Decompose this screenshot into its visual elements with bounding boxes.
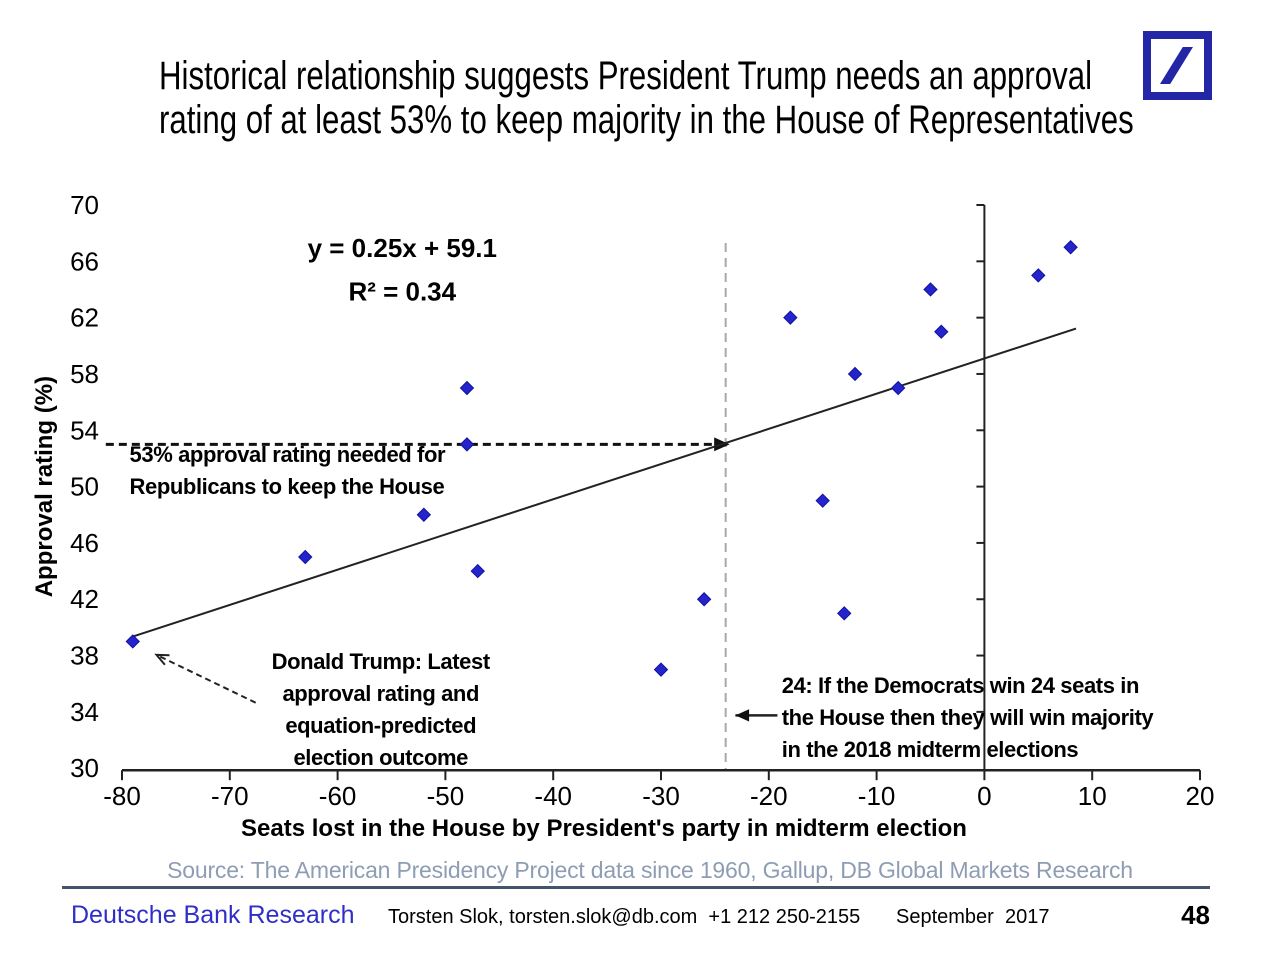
- brand-name: Deutsche Bank Research: [71, 901, 355, 929]
- data-point: [815, 493, 830, 508]
- x-tick-label: -30: [642, 781, 680, 811]
- dems-note-line: in the 2018 midterm elections: [782, 737, 1079, 762]
- x-axis-title: Seats lost in the House by President's p…: [241, 815, 967, 842]
- data-point: [837, 606, 852, 621]
- data-point: [1031, 268, 1046, 283]
- x-tick-label: 10: [1078, 781, 1107, 811]
- trump-arrow-head: [154, 653, 170, 666]
- y-tick-label: 70: [70, 190, 99, 220]
- y-tick-label: 46: [70, 528, 99, 558]
- author-contact: Torsten Slok, torsten.slok@db.com +1 212…: [388, 906, 861, 928]
- equation-line: y = 0.25x + 59.1: [308, 233, 497, 263]
- data-point: [459, 380, 475, 396]
- trump-note-line: approval rating and: [282, 681, 479, 706]
- x-tick-label: -20: [750, 781, 788, 811]
- data-point: [934, 324, 949, 339]
- source-note: Source: The American Presidency Project …: [167, 857, 1133, 883]
- dems-note-line: 24: If the Democrats win 24 seats in: [782, 673, 1139, 698]
- data-point: [125, 634, 140, 649]
- y-tick-label: 62: [70, 303, 99, 333]
- footer-divider: [62, 886, 1210, 889]
- slide-title-line1: Historical relationship suggests Preside…: [159, 54, 1093, 98]
- y-tick-label: 58: [70, 359, 99, 389]
- data-point: [459, 437, 475, 452]
- trump-note-line: election outcome: [293, 745, 468, 770]
- data-point: [890, 380, 906, 396]
- x-tick-label: -60: [319, 781, 357, 811]
- slide-title-line2: rating of at least 53% to keep majority …: [159, 98, 1134, 142]
- x-tick-label: 20: [1186, 781, 1215, 811]
- y-tick-label: 30: [70, 753, 99, 783]
- data-point: [783, 310, 798, 325]
- report-date: September 2017: [896, 906, 1050, 928]
- data-point: [847, 366, 863, 382]
- page-number: 48: [1181, 900, 1210, 930]
- x-tick-label: -80: [103, 781, 141, 811]
- y-tick-label: 66: [70, 246, 99, 276]
- trump-arrow: [156, 653, 257, 704]
- y-tick-label: 42: [70, 584, 99, 614]
- y-tick-label: 38: [70, 641, 99, 671]
- y-tick-label: 50: [70, 472, 99, 502]
- y-tick-label: 34: [70, 697, 99, 727]
- data-point: [470, 563, 485, 579]
- y-tick-label: 54: [70, 415, 99, 445]
- x-tick-label: -50: [427, 781, 465, 811]
- trump-note-line: Donald Trump: Latest: [272, 649, 491, 674]
- x-tick-label: -70: [211, 781, 249, 811]
- slide-title: Historical relationship suggests Preside…: [159, 54, 1134, 142]
- data-point: [923, 282, 938, 297]
- deutsche-bank-logo-icon: [1143, 31, 1212, 100]
- trump-note-line: equation-predicted: [285, 713, 476, 738]
- x-tick-label: -40: [534, 781, 572, 811]
- data-point: [1063, 240, 1078, 255]
- data-point: [298, 549, 313, 565]
- threshold-note-line: Republicans to keep the House: [130, 474, 445, 499]
- threshold-note-line: 53% approval rating needed for: [130, 442, 446, 467]
- dems-arrow-head: [735, 709, 750, 722]
- data-point: [653, 662, 669, 677]
- data-point: [696, 592, 712, 607]
- dems-note-line: the House then they will win majority: [782, 705, 1155, 730]
- deutsche-bank-logo-graphic: [1143, 31, 1212, 100]
- equation-line: R² = 0.34: [348, 277, 456, 307]
- x-tick-label: 0: [977, 781, 991, 811]
- x-tick-label: -10: [858, 781, 896, 811]
- y-axis-title: Approval rating (%): [31, 376, 58, 597]
- data-point: [416, 507, 432, 522]
- trend-line: [132, 327, 1077, 638]
